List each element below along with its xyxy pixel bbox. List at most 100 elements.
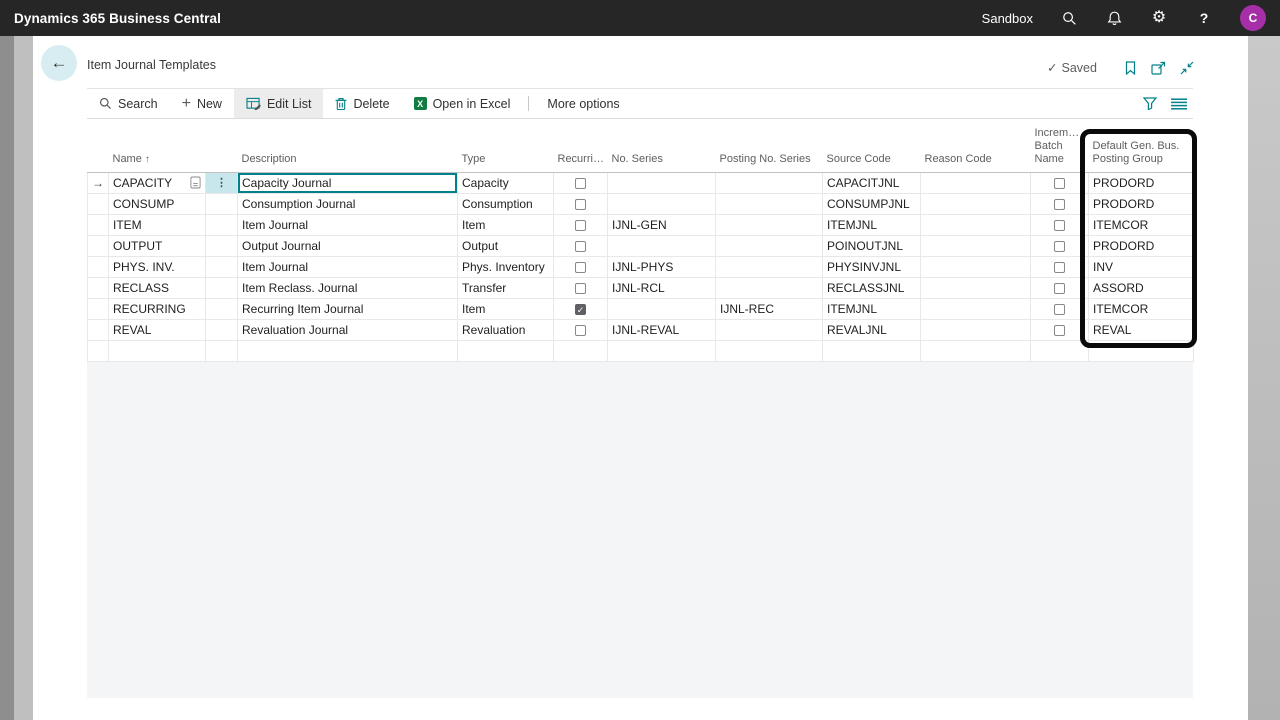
row-selector[interactable]	[87, 319, 109, 341]
cell-type[interactable]: Transfer	[457, 277, 554, 299]
cell-reason_code[interactable]	[920, 319, 1031, 341]
column-header-batch_name[interactable]: Increm… Batch Name	[1030, 125, 1089, 173]
cell-posting_no_series[interactable]	[715, 214, 823, 236]
batch_name-checkbox[interactable]	[1054, 282, 1065, 294]
batch_name-checkbox[interactable]	[1054, 177, 1065, 189]
cell-default_gen_bus_posting_group[interactable]: ITEMCOR	[1088, 298, 1194, 320]
cell-name[interactable]: RECURRING	[108, 298, 206, 320]
cell-description[interactable]: Revaluation Journal	[237, 319, 458, 341]
cell-default_gen_bus_posting_group[interactable]: ITEMCOR	[1088, 214, 1194, 236]
cell-posting_no_series[interactable]	[715, 319, 823, 341]
row-selector[interactable]	[87, 256, 109, 278]
column-header-type[interactable]: Type	[457, 125, 554, 173]
recurring-checkbox[interactable]	[575, 177, 586, 189]
row-menu-cell[interactable]	[205, 319, 238, 341]
cell-source_code[interactable]: ITEMJNL	[822, 298, 921, 320]
recurring-checkbox[interactable]	[575, 282, 586, 294]
recurring-checkbox[interactable]	[575, 261, 586, 273]
cell-empty[interactable]	[715, 340, 823, 362]
card-page-icon[interactable]	[190, 176, 201, 189]
cell-default_gen_bus_posting_group[interactable]: PRODORD	[1088, 193, 1194, 215]
cell-batch_name[interactable]	[1030, 193, 1089, 215]
open-in-new-window-icon[interactable]	[1150, 59, 1167, 76]
cell-name[interactable]: ITEM	[108, 214, 206, 236]
cell-recurring[interactable]	[553, 277, 608, 299]
cell-source_code[interactable]: CONSUMPJNL	[822, 193, 921, 215]
search-icon[interactable]	[1060, 9, 1078, 27]
cell-batch_name[interactable]	[1030, 277, 1089, 299]
column-header-posting_no_series[interactable]: Posting No. Series	[715, 125, 823, 173]
cell-no_series[interactable]: IJNL-REVAL	[607, 319, 716, 341]
cell-reason_code[interactable]	[920, 235, 1031, 257]
batch_name-checkbox[interactable]	[1054, 261, 1065, 273]
cell-empty[interactable]	[1030, 340, 1089, 362]
bookmark-icon[interactable]	[1122, 59, 1139, 76]
cell-name[interactable]: PHYS. INV.	[108, 256, 206, 278]
recurring-checkbox[interactable]	[575, 240, 586, 252]
cell-description[interactable]: Capacity Journal	[237, 172, 458, 194]
notifications-icon[interactable]	[1105, 9, 1123, 27]
cell-type[interactable]: Output	[457, 235, 554, 257]
cell-default_gen_bus_posting_group[interactable]: INV	[1088, 256, 1194, 278]
cell-empty[interactable]	[205, 340, 238, 362]
cell-description[interactable]: Consumption Journal	[237, 193, 458, 215]
cell-batch_name[interactable]	[1030, 298, 1089, 320]
row-menu-cell[interactable]	[205, 214, 238, 236]
cell-source_code[interactable]: RECLASSJNL	[822, 277, 921, 299]
cell-no_series[interactable]	[607, 298, 716, 320]
cell-empty[interactable]	[87, 340, 109, 362]
cell-default_gen_bus_posting_group[interactable]: PRODORD	[1088, 172, 1194, 194]
column-header-name[interactable]: Name ↑	[108, 125, 206, 173]
cell-recurring[interactable]	[553, 256, 608, 278]
cell-default_gen_bus_posting_group[interactable]: PRODORD	[1088, 235, 1194, 257]
cell-empty[interactable]	[457, 340, 554, 362]
cell-reason_code[interactable]	[920, 277, 1031, 299]
cell-batch_name[interactable]	[1030, 256, 1089, 278]
cell-posting_no_series[interactable]	[715, 277, 823, 299]
row-menu-cell[interactable]	[205, 277, 238, 299]
cell-description[interactable]: Recurring Item Journal	[237, 298, 458, 320]
edit-list-action[interactable]: Edit List	[233, 89, 324, 118]
cell-name[interactable]: OUTPUT	[108, 235, 206, 257]
batch_name-checkbox[interactable]	[1054, 219, 1065, 231]
batch_name-checkbox[interactable]	[1054, 240, 1065, 252]
cell-type[interactable]: Item	[457, 298, 554, 320]
filter-icon[interactable]	[1143, 97, 1157, 110]
more-options-action[interactable]: More options	[547, 96, 620, 111]
cell-no_series[interactable]	[607, 235, 716, 257]
cell-type[interactable]: Item	[457, 214, 554, 236]
cell-posting_no_series[interactable]: IJNL-REC	[715, 298, 823, 320]
batch_name-checkbox[interactable]	[1054, 303, 1065, 315]
cell-empty[interactable]	[607, 340, 716, 362]
cell-description[interactable]: Item Journal	[237, 256, 458, 278]
cell-description[interactable]: Output Journal	[237, 235, 458, 257]
cell-empty[interactable]	[1088, 340, 1194, 362]
column-header-recurring[interactable]: Recurri…	[553, 125, 608, 173]
cell-posting_no_series[interactable]	[715, 172, 823, 194]
cell-empty[interactable]	[553, 340, 608, 362]
column-header-description[interactable]: Description	[237, 125, 458, 173]
cell-no_series[interactable]	[607, 193, 716, 215]
batch_name-checkbox[interactable]	[1054, 324, 1065, 336]
cell-source_code[interactable]: ITEMJNL	[822, 214, 921, 236]
row-selector[interactable]	[87, 235, 109, 257]
cell-name[interactable]: RECLASS	[108, 277, 206, 299]
cell-source_code[interactable]: PHYSINVJNL	[822, 256, 921, 278]
new-action[interactable]: + New	[181, 94, 222, 112]
collapse-window-icon[interactable]	[1178, 59, 1195, 76]
cell-name[interactable]: CAPACITY	[108, 172, 206, 194]
cell-default_gen_bus_posting_group[interactable]: ASSORD	[1088, 277, 1194, 299]
recurring-checkbox[interactable]	[575, 324, 586, 336]
cell-reason_code[interactable]	[920, 172, 1031, 194]
cell-name[interactable]: CONSUMP	[108, 193, 206, 215]
cell-reason_code[interactable]	[920, 256, 1031, 278]
cell-batch_name[interactable]	[1030, 214, 1089, 236]
cell-reason_code[interactable]	[920, 298, 1031, 320]
cell-no_series[interactable]: IJNL-RCL	[607, 277, 716, 299]
cell-posting_no_series[interactable]	[715, 235, 823, 257]
cell-recurring[interactable]	[553, 319, 608, 341]
cell-source_code[interactable]: POINOUTJNL	[822, 235, 921, 257]
column-header-reason_code[interactable]: Reason Code	[920, 125, 1031, 173]
row-menu-cell[interactable]	[205, 235, 238, 257]
row-selector[interactable]	[87, 193, 109, 215]
